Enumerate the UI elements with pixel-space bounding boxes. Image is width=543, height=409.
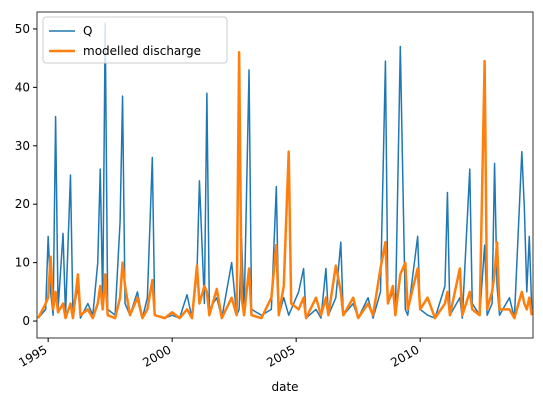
y-tick-label: 20 (15, 197, 30, 211)
legend-label: Q (83, 24, 92, 38)
x-tick-label: 2005 (264, 342, 297, 369)
y-tick-label: 50 (15, 22, 30, 36)
legend-box (42, 16, 228, 64)
y-tick-label: 40 (15, 80, 30, 94)
series-line (37, 51, 533, 320)
y-tick-label: 10 (15, 256, 30, 270)
y-tick-label: 0 (22, 314, 30, 328)
x-tick-label: 1995 (16, 342, 49, 369)
legend-label: modelled discharge (83, 44, 201, 58)
plot-frame (36, 11, 534, 339)
y-tick-label: 30 (15, 139, 30, 153)
x-tick-label: 2000 (140, 342, 173, 369)
x-tick-label: 2010 (388, 342, 421, 369)
x-axis-label: date (271, 380, 298, 394)
